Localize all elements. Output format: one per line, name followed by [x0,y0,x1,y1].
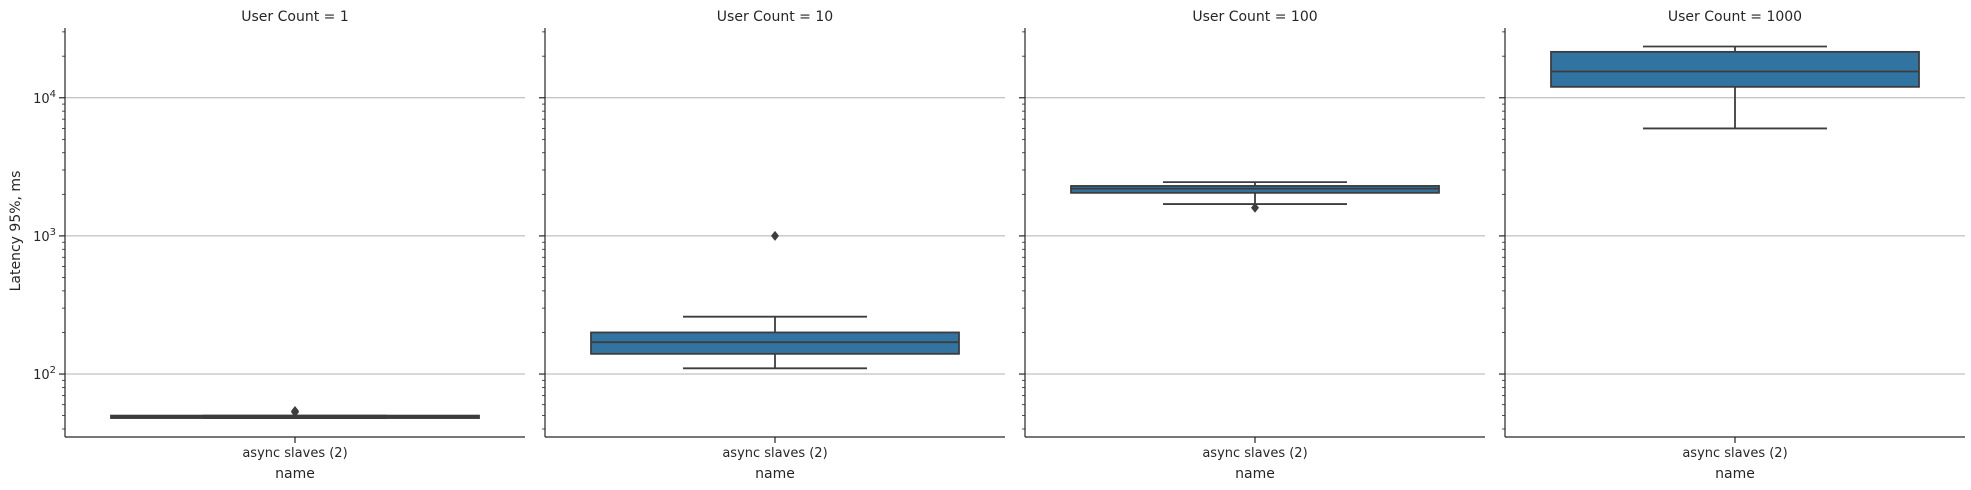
x-axis-label: name [1715,466,1755,482]
box-iqr [590,331,960,355]
x-axis-label: name [1235,466,1275,482]
x-tick-label: async slaves (2) [1202,446,1307,461]
x-tick-label: async slaves (2) [722,446,827,461]
y-tick-label: 103 [33,227,56,245]
facet-panel: 102 103 104 User Count = 1 async slaves (2) n… [33,9,525,482]
x-axis-label: name [755,466,795,482]
facet-panels: 102 103 104 User Count = 1 async slaves (2) n… [33,9,1965,482]
facet-title: User Count = 1 [241,9,348,25]
facet-title: User Count = 1000 [1668,9,1802,25]
facet-title: User Count = 10 [717,9,833,25]
y-axis-label: Latency 95%, ms [8,171,24,292]
facet-panel: User Count = 10 async slaves (2) name [539,9,1005,482]
y-tick-label: 102 [33,365,56,383]
facet-title: User Count = 100 [1192,9,1317,25]
outlier-point [291,405,299,416]
facet-panel: User Count = 100 async slaves (2) name [1019,9,1485,482]
outlier-point [771,230,779,241]
box-iqr [1550,50,1920,88]
x-tick-label: async slaves (2) [1682,446,1787,461]
x-axis-label: name [275,466,315,482]
outlier-point [1251,202,1259,213]
facet-panel: User Count = 1000 async slaves (2) name [1499,9,1965,482]
x-tick-label: async slaves (2) [242,446,347,461]
y-tick-label: 104 [33,89,56,107]
